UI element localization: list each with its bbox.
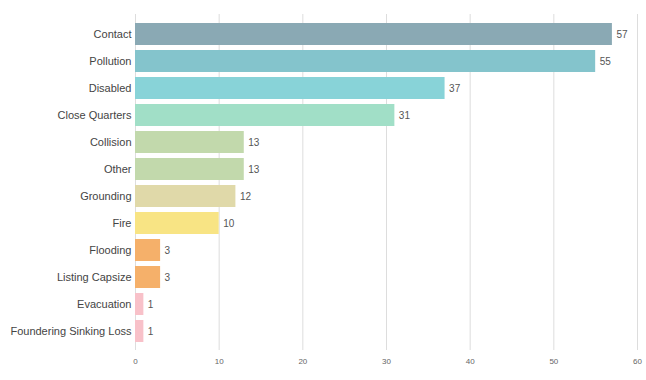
svg-text:Other: Other (104, 163, 132, 175)
svg-text:37: 37 (449, 83, 461, 94)
svg-text:40: 40 (466, 357, 475, 366)
svg-text:20: 20 (298, 357, 307, 366)
svg-text:57: 57 (616, 29, 628, 40)
svg-text:Listing Capsize: Listing Capsize (57, 271, 132, 283)
svg-text:10: 10 (215, 357, 224, 366)
svg-text:Flooding: Flooding (89, 244, 131, 256)
svg-text:1: 1 (148, 299, 154, 310)
svg-text:Evacuation: Evacuation (77, 298, 131, 310)
svg-text:10: 10 (223, 218, 235, 229)
svg-text:Grounding: Grounding (80, 190, 131, 202)
svg-text:Disabled: Disabled (89, 82, 132, 94)
svg-text:Close Quarters: Close Quarters (58, 109, 132, 121)
svg-text:1: 1 (148, 326, 154, 337)
svg-text:Foundering Sinking Loss: Foundering Sinking Loss (10, 325, 132, 337)
svg-text:Fire: Fire (113, 217, 132, 229)
svg-text:Collision: Collision (90, 136, 132, 148)
svg-text:3: 3 (165, 245, 171, 256)
svg-text:0: 0 (133, 357, 138, 366)
svg-text:3: 3 (165, 272, 171, 283)
svg-text:12: 12 (240, 191, 252, 202)
svg-text:Pollution: Pollution (89, 55, 131, 67)
svg-text:50: 50 (549, 357, 558, 366)
svg-text:55: 55 (600, 56, 612, 67)
svg-text:Contact: Contact (94, 28, 132, 40)
svg-text:30: 30 (382, 357, 391, 366)
svg-text:13: 13 (248, 137, 260, 148)
svg-text:13: 13 (248, 164, 260, 175)
svg-text:31: 31 (399, 110, 411, 121)
svg-text:60: 60 (633, 357, 642, 366)
